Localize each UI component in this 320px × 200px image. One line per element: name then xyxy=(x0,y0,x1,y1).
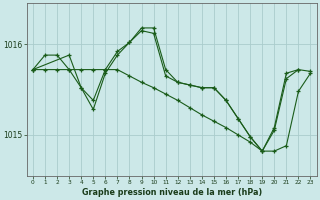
X-axis label: Graphe pression niveau de la mer (hPa): Graphe pression niveau de la mer (hPa) xyxy=(82,188,262,197)
